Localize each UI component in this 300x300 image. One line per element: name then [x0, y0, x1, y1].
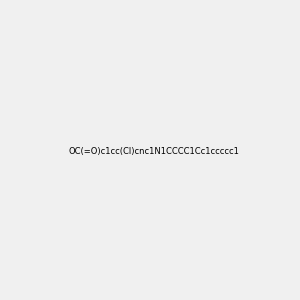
Text: OC(=O)c1cc(Cl)cnc1N1CCCC1Cc1ccccc1: OC(=O)c1cc(Cl)cnc1N1CCCC1Cc1ccccc1	[68, 147, 239, 156]
